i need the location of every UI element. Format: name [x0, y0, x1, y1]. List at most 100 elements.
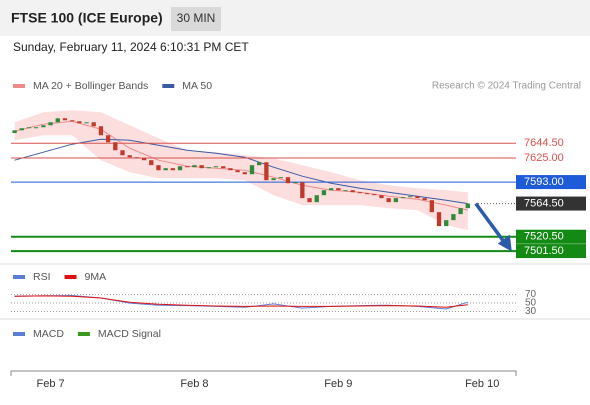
candle	[379, 195, 384, 199]
candle	[84, 122, 89, 124]
legend-label: RSI	[33, 271, 51, 283]
datetime: Sunday, February 11, 2024 6:10:31 PM CET	[13, 40, 249, 54]
ma-line	[14, 138, 468, 205]
legend-label: MA 50	[182, 80, 212, 92]
time-axis	[10, 370, 517, 376]
candle	[249, 165, 255, 175]
indicator-line	[14, 294, 468, 310]
candle	[19, 128, 24, 131]
legend-swatch	[13, 332, 25, 336]
interval-badge	[171, 7, 221, 31]
legend-swatch	[77, 332, 90, 336]
title: FTSE 100 (ICE Europe)	[11, 10, 163, 26]
candle	[177, 166, 183, 171]
candle	[34, 127, 39, 129]
level-tag	[516, 244, 586, 259]
candle	[336, 188, 341, 191]
candle	[77, 121, 82, 124]
candle	[91, 122, 96, 127]
candle	[134, 157, 140, 159]
candle	[149, 160, 154, 166]
candle	[105, 135, 111, 143]
candle	[12, 130, 17, 134]
x-tick-label: Feb 10	[465, 378, 499, 390]
candle	[350, 190, 355, 193]
candle	[357, 192, 363, 194]
forecast-arrowhead	[497, 234, 512, 252]
candle	[422, 198, 427, 201]
candle	[163, 168, 168, 171]
candle	[98, 126, 104, 136]
candle	[400, 197, 406, 199]
legend-label: MA 20 + Bollinger Bands	[33, 80, 148, 92]
candle	[141, 158, 147, 161]
candle	[55, 118, 60, 123]
candle	[307, 198, 312, 203]
y-tick-label: 70	[525, 289, 537, 300]
candle	[458, 208, 463, 215]
candle	[343, 190, 348, 192]
y-tick-label: 50	[525, 298, 537, 309]
candle	[235, 170, 240, 173]
candle	[415, 196, 420, 199]
legend-swatch	[13, 275, 25, 279]
candle	[465, 203, 470, 209]
candle	[444, 220, 449, 227]
header-bar	[0, 0, 590, 36]
candle	[408, 196, 413, 198]
candle	[213, 166, 219, 168]
candle	[192, 165, 197, 168]
candle	[300, 182, 305, 199]
candle	[372, 194, 377, 196]
level-tag	[516, 229, 586, 244]
candle	[48, 122, 53, 126]
candle	[199, 165, 204, 169]
candle	[26, 127, 32, 129]
candle	[120, 150, 125, 156]
candle	[257, 162, 262, 166]
candle	[364, 193, 370, 195]
level-tag	[516, 196, 586, 211]
legend-swatch	[162, 84, 175, 88]
candle	[156, 165, 161, 171]
candle	[228, 168, 233, 171]
indicator-line	[14, 295, 468, 308]
candle	[206, 167, 211, 169]
candle	[436, 212, 442, 227]
candle	[221, 166, 226, 169]
candle	[328, 188, 334, 191]
legend-swatch	[13, 84, 25, 88]
level-label: 7644.50	[524, 137, 564, 149]
x-tick-label: Feb 8	[180, 378, 208, 390]
interval: 30 MIN	[177, 11, 216, 25]
candle	[41, 125, 46, 128]
candle	[127, 155, 132, 158]
candle	[62, 118, 68, 121]
candle	[314, 195, 319, 203]
candle	[451, 214, 456, 221]
y-tick-label: 30	[525, 306, 537, 317]
candle	[113, 142, 118, 151]
candle	[393, 198, 399, 203]
credit: Research © 2024 Trading Central	[432, 81, 581, 92]
candle	[386, 198, 391, 203]
x-tick-label: Feb 9	[324, 378, 352, 390]
legend-label: 9MA	[85, 271, 107, 283]
level-tag	[516, 175, 586, 190]
candle	[242, 172, 247, 175]
x-tick-label: Feb 7	[36, 378, 64, 390]
candle	[271, 178, 276, 181]
ma-line	[14, 120, 468, 211]
candle	[185, 166, 190, 168]
legend-label: MACD	[33, 328, 64, 340]
level-label: 7593.00	[524, 176, 564, 188]
candle	[285, 177, 291, 184]
candle	[69, 120, 75, 122]
level-label: 7564.50	[524, 197, 564, 209]
level-label: 7625.00	[524, 152, 564, 164]
candle	[278, 177, 283, 179]
candle	[429, 200, 434, 213]
level-label: 7520.50	[524, 231, 564, 243]
